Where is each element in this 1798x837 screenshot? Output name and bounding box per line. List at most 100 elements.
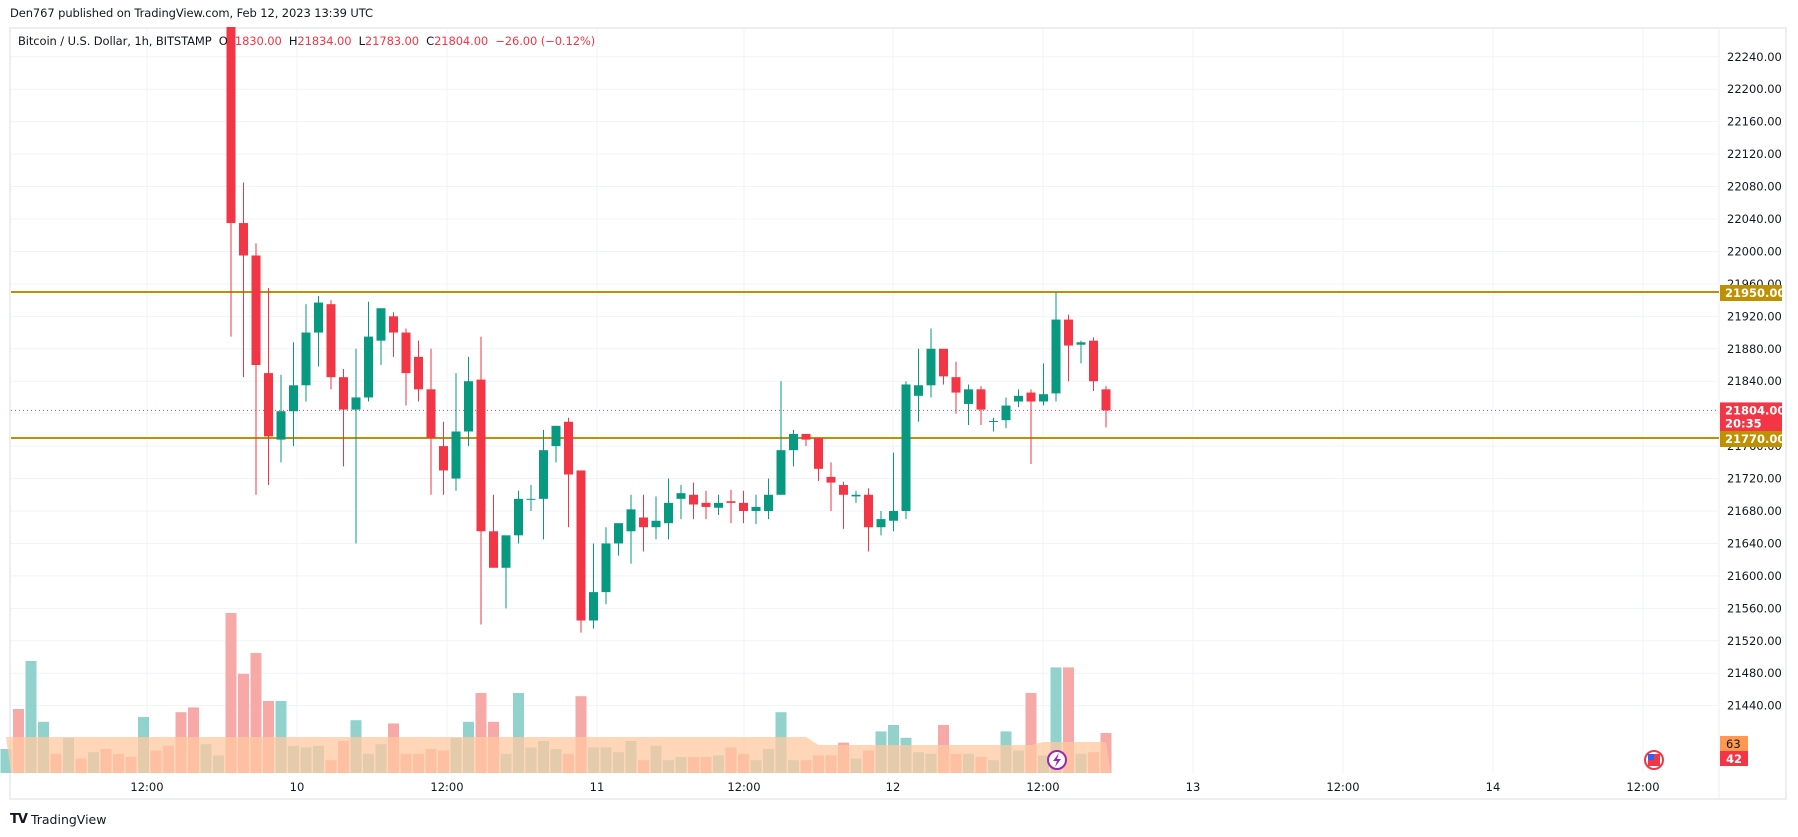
candle-body[interactable] (1014, 395, 1023, 402)
candle-body[interactable] (564, 421, 573, 475)
price-axis-label: 22040.00 (1727, 212, 1782, 226)
candle-body[interactable] (501, 535, 511, 568)
candle-body[interactable] (714, 502, 723, 508)
candle-body[interactable] (514, 498, 523, 536)
candle-body[interactable] (1039, 394, 1048, 402)
candle-body[interactable] (839, 485, 848, 495)
candle-body[interactable] (476, 379, 486, 532)
candle-body[interactable] (876, 519, 886, 528)
candle-body[interactable] (1089, 340, 1098, 382)
candle-body[interactable] (701, 502, 711, 507)
time-axis-label: 12:00 (430, 780, 463, 794)
candle-body[interactable] (939, 348, 948, 377)
candle-body[interactable] (539, 450, 548, 499)
price-axis-label: 21560.00 (1727, 601, 1782, 615)
candle-body[interactable] (851, 494, 861, 497)
svg-text:21950.00: 21950.00 (1725, 286, 1785, 300)
candle-body[interactable] (989, 420, 998, 422)
candle-body[interactable] (826, 476, 836, 483)
tradingview-footer[interactable]: TV TradingView (10, 812, 106, 827)
change-value: −26.00 (−0.12%) (495, 34, 596, 48)
candle-body[interactable] (789, 433, 798, 451)
candle-body[interactable] (1051, 319, 1061, 394)
candle-body[interactable] (901, 384, 911, 511)
candle-body[interactable] (764, 494, 773, 511)
candle-body[interactable] (814, 437, 823, 469)
candle-body[interactable] (351, 397, 361, 410)
candle-body[interactable] (376, 308, 386, 341)
candle-body[interactable] (301, 332, 311, 386)
candle-body[interactable] (951, 377, 961, 393)
candle-body[interactable] (451, 431, 461, 479)
candle-body[interactable] (889, 510, 898, 521)
price-axis-label: 21680.00 (1727, 504, 1782, 518)
time-axis-label: 12:00 (727, 780, 760, 794)
time-axis-label: 12:00 (1326, 780, 1359, 794)
candle-body[interactable] (364, 336, 373, 398)
svg-text:21804.00: 21804.00 (1725, 403, 1785, 417)
resistance-price-badge: 21950.00 (1720, 285, 1785, 301)
candle-body[interactable] (801, 433, 811, 440)
price-axis-label: 22240.00 (1727, 50, 1782, 64)
candle-body[interactable] (526, 498, 536, 500)
candle-body[interactable] (239, 223, 248, 256)
price-axis-label: 21640.00 (1727, 536, 1782, 550)
candle-body[interactable] (689, 494, 698, 505)
price-axis-label: 21480.00 (1727, 666, 1782, 680)
price-axis-label: 22080.00 (1727, 180, 1782, 194)
candle-body[interactable] (614, 523, 623, 544)
price-axis-label: 22120.00 (1727, 147, 1782, 161)
svg-text:20:35: 20:35 (1725, 416, 1762, 430)
candle-body[interactable] (976, 389, 986, 410)
candle-body[interactable] (1101, 389, 1111, 411)
candle-body[interactable] (776, 450, 786, 495)
candle-body[interactable] (264, 373, 273, 437)
candle-body[interactable] (389, 316, 398, 333)
time-axis-label: 12:00 (130, 780, 163, 794)
lightning-glyph-icon (1053, 753, 1061, 767)
candle-body[interactable] (339, 377, 348, 410)
candle-body[interactable] (739, 502, 748, 511)
candle-body[interactable] (914, 385, 923, 396)
candle-body[interactable] (1001, 405, 1011, 421)
candle-body[interactable] (726, 501, 736, 503)
candle-body[interactable] (1064, 319, 1073, 346)
time-axis-label: 12 (886, 780, 901, 794)
candle-body[interactable] (676, 493, 686, 499)
candle-body[interactable] (464, 381, 473, 432)
time-axis-label: 12:00 (1026, 780, 1059, 794)
candle-body[interactable] (664, 502, 673, 524)
publish-info: Den767 published on TradingView.com, Feb… (10, 6, 373, 20)
candle-body[interactable] (601, 543, 611, 593)
candle-body[interactable] (926, 348, 936, 386)
candle-body[interactable] (751, 506, 761, 511)
candle-body[interactable] (589, 592, 598, 621)
volume-bar (1050, 667, 1062, 773)
volume-bar (1063, 667, 1074, 773)
candle-body[interactable] (401, 332, 411, 374)
candle-body[interactable] (276, 411, 286, 440)
candle-body[interactable] (251, 255, 261, 365)
candle-body[interactable] (576, 470, 586, 621)
candle-body[interactable] (1076, 342, 1086, 345)
candle-body[interactable] (639, 517, 648, 528)
candle-body[interactable] (651, 520, 661, 528)
candle-body[interactable] (551, 425, 561, 447)
candle-body[interactable] (326, 304, 336, 378)
candle-body[interactable] (964, 389, 973, 404)
candle-body[interactable] (289, 385, 298, 412)
candle-body[interactable] (1026, 392, 1036, 402)
candle-body[interactable] (439, 446, 448, 471)
volume-badge (1720, 751, 1748, 766)
candle-body[interactable] (314, 302, 323, 333)
candle-body[interactable] (426, 389, 436, 438)
candle-body[interactable] (626, 509, 636, 532)
volume-bar (513, 693, 524, 773)
candle-body[interactable] (489, 531, 498, 568)
candle-body[interactable] (864, 494, 873, 528)
close-label: C (426, 34, 435, 48)
candle-body[interactable] (414, 356, 423, 390)
volume-bar (475, 693, 487, 773)
candle-body[interactable] (226, 27, 236, 224)
